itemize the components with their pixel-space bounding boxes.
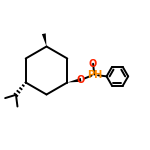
Polygon shape [42, 33, 46, 46]
Polygon shape [67, 78, 81, 83]
Text: O: O [77, 75, 85, 85]
Text: PH: PH [87, 70, 102, 80]
Text: O: O [89, 59, 97, 69]
